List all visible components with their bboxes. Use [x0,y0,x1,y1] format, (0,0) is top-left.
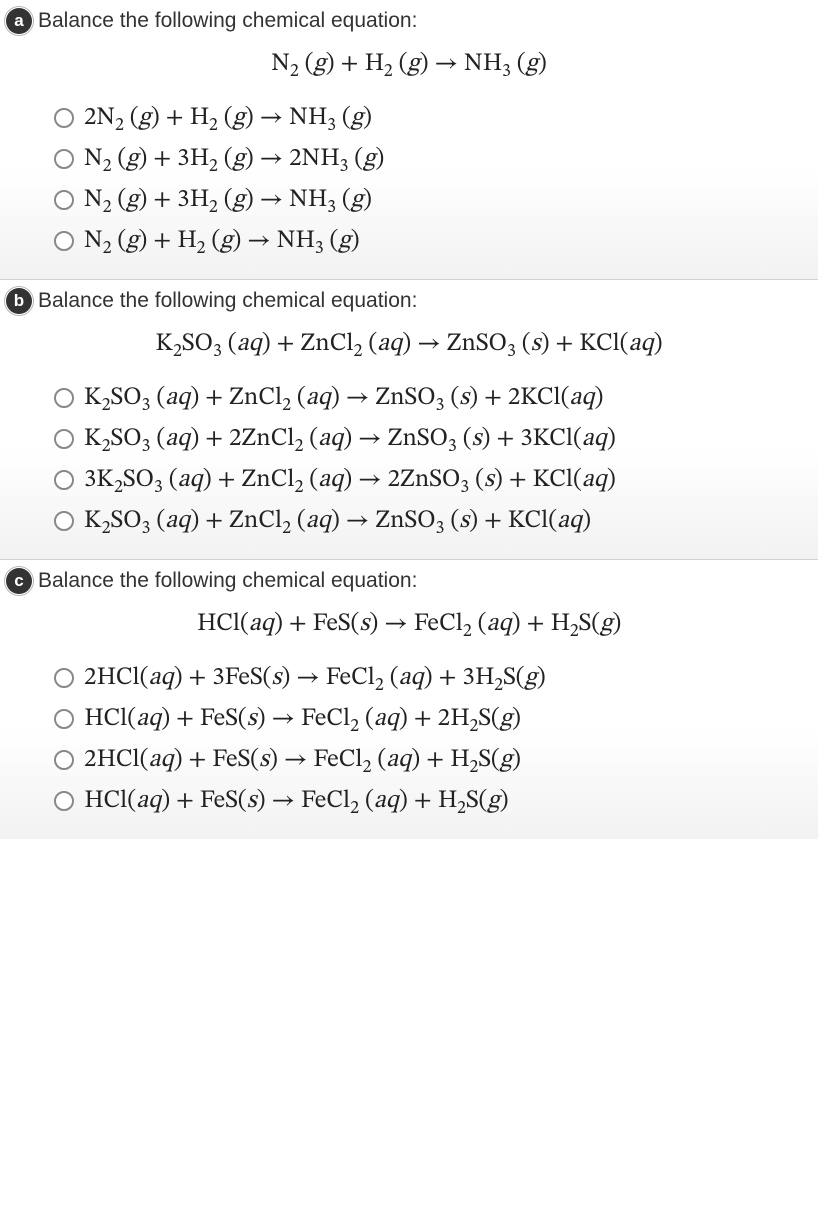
option-equation: HCl(aq) + FeS(s) → FeCl2 (aq) + H2S(g) [84,785,509,816]
option-equation: 2N2 (g) + H2 (g) → NH3 (g) [84,102,372,133]
option-equation: K2SO3 (aq) + ZnCl2 (aq) → ZnSO3 (s) + KC… [84,505,591,536]
option-equation: N2 (g) + 3H2 (g) → 2NH3 (g) [84,143,384,174]
radio-icon[interactable] [54,388,74,408]
options-list: 2HCl(aq) + 3FeS(s) → FeCl2 (aq) + 3H2S(g… [0,657,818,821]
option-row[interactable]: HCl(aq) + FeS(s) → FeCl2 (aq) + H2S(g) [54,780,818,821]
option-equation: 2HCl(aq) + FeS(s) → FeCl2 (aq) + H2S(g) [84,744,521,775]
radio-icon[interactable] [54,231,74,251]
radio-icon[interactable] [54,668,74,688]
radio-icon[interactable] [54,190,74,210]
radio-icon[interactable] [54,750,74,770]
option-row[interactable]: N2 (g) + 3H2 (g) → NH3 (g) [54,179,818,220]
option-equation: HCl(aq) + FeS(s) → FeCl2 (aq) + 2H2S(g) [84,703,521,734]
question-equation: N2 (g) + H2 (g) → NH3 (g) [0,34,818,97]
question-letter-badge: c [6,568,32,594]
option-row[interactable]: K2SO3 (aq) + ZnCl2 (aq) → ZnSO3 (s) + 2K… [54,377,818,418]
radio-icon[interactable] [54,108,74,128]
question-header: bBalance the following chemical equation… [0,280,818,314]
question-prompt: Balance the following chemical equation: [38,569,417,593]
option-row[interactable]: N2 (g) + H2 (g) → NH3 (g) [54,220,818,261]
question-equation: HCl(aq) + FeS(s) → FeCl2 (aq) + H2S(g) [0,594,818,657]
options-list: K2SO3 (aq) + ZnCl2 (aq) → ZnSO3 (s) + 2K… [0,377,818,541]
option-equation: N2 (g) + 3H2 (g) → NH3 (g) [84,184,372,215]
question-block-c: cBalance the following chemical equation… [0,560,818,839]
option-row[interactable]: 2HCl(aq) + FeS(s) → FeCl2 (aq) + H2S(g) [54,739,818,780]
option-row[interactable]: K2SO3 (aq) + ZnCl2 (aq) → ZnSO3 (s) + KC… [54,500,818,541]
option-row[interactable]: K2SO3 (aq) + 2ZnCl2 (aq) → ZnSO3 (s) + 3… [54,418,818,459]
question-letter-badge: a [6,8,32,34]
option-equation: K2SO3 (aq) + 2ZnCl2 (aq) → ZnSO3 (s) + 3… [84,423,616,454]
question-letter-badge: b [6,288,32,314]
option-row[interactable]: HCl(aq) + FeS(s) → FeCl2 (aq) + 2H2S(g) [54,698,818,739]
option-row[interactable]: 2N2 (g) + H2 (g) → NH3 (g) [54,97,818,138]
radio-icon[interactable] [54,511,74,531]
question-header: aBalance the following chemical equation… [0,0,818,34]
option-equation: 2HCl(aq) + 3FeS(s) → FeCl2 (aq) + 3H2S(g… [84,662,546,693]
option-equation: N2 (g) + H2 (g) → NH3 (g) [84,225,360,256]
question-header: cBalance the following chemical equation… [0,560,818,594]
options-list: 2N2 (g) + H2 (g) → NH3 (g) N2 (g) + 3H2 (… [0,97,818,261]
option-row[interactable]: 3K2SO3 (aq) + ZnCl2 (aq) → 2ZnSO3 (s) + … [54,459,818,500]
option-equation: K2SO3 (aq) + ZnCl2 (aq) → ZnSO3 (s) + 2K… [84,382,603,413]
question-equation: K2SO3 (aq) + ZnCl2 (aq) → ZnSO3 (s) + KC… [0,314,818,377]
radio-icon[interactable] [54,470,74,490]
question-prompt: Balance the following chemical equation: [38,9,417,33]
radio-icon[interactable] [54,149,74,169]
option-row[interactable]: 2HCl(aq) + 3FeS(s) → FeCl2 (aq) + 3H2S(g… [54,657,818,698]
option-equation: 3K2SO3 (aq) + ZnCl2 (aq) → 2ZnSO3 (s) + … [84,464,616,495]
radio-icon[interactable] [54,791,74,811]
question-block-b: bBalance the following chemical equation… [0,280,818,560]
question-block-a: aBalance the following chemical equation… [0,0,818,280]
question-prompt: Balance the following chemical equation: [38,289,417,313]
radio-icon[interactable] [54,429,74,449]
option-row[interactable]: N2 (g) + 3H2 (g) → 2NH3 (g) [54,138,818,179]
radio-icon[interactable] [54,709,74,729]
